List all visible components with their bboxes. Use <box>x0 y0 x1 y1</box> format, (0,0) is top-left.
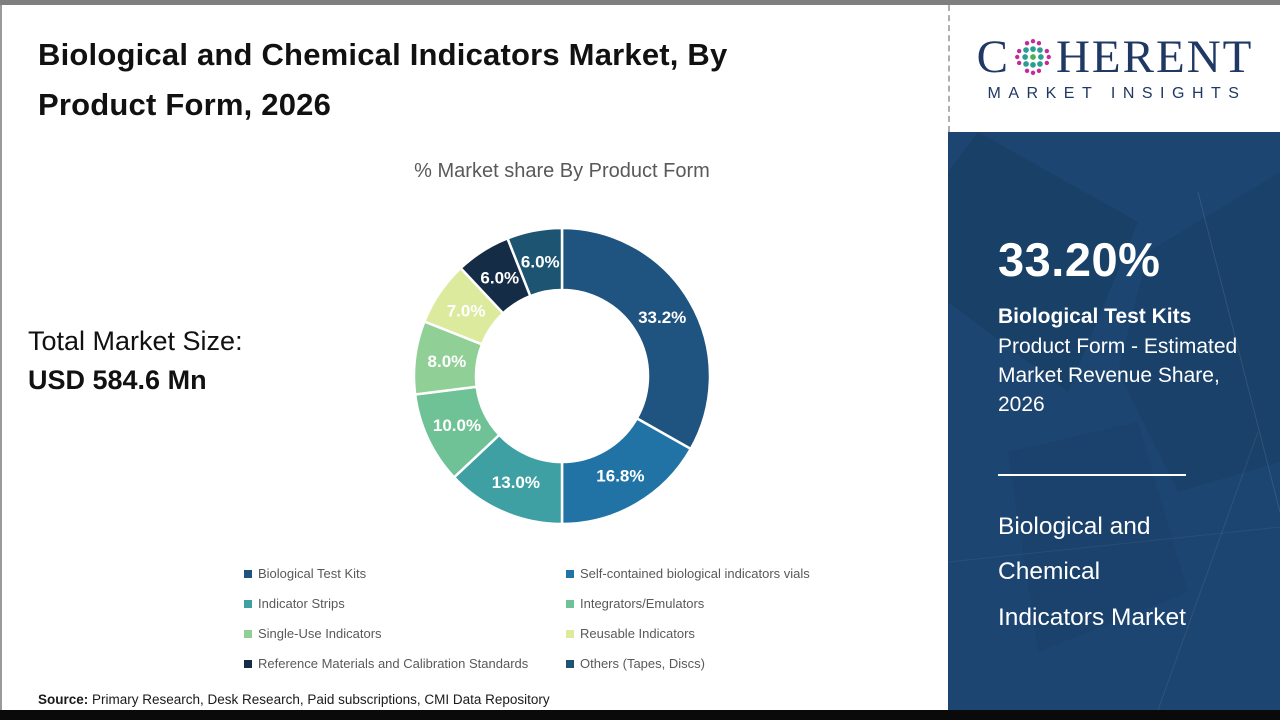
source-text: Primary Research, Desk Research, Paid su… <box>88 692 550 707</box>
total-market-size: Total Market Size: USD 584.6 Mn <box>28 326 243 396</box>
legend-label: Others (Tapes, Discs) <box>580 656 705 671</box>
legend-item: Integrators/Emulators <box>566 596 884 611</box>
highlight-segment-name: Biological Test Kits <box>998 305 1192 328</box>
legend-label: Indicator Strips <box>258 596 345 611</box>
legend-label: Biological Test Kits <box>258 566 367 581</box>
globe-dot <box>1023 60 1029 67</box>
segment-data-label: 8.0% <box>428 352 467 371</box>
donut-segment <box>560 226 712 451</box>
legend-swatch-icon <box>244 629 252 638</box>
logo-tagline: MARKET INSIGHTS <box>987 85 1247 102</box>
right-sidebar: 33.20% Biological Test Kits Product Form… <box>948 132 1280 710</box>
globe-dot <box>1030 38 1036 43</box>
globe-dot <box>1016 60 1022 65</box>
chart-legend: Biological Test Kits Self-contained biolo… <box>244 566 884 671</box>
globe-dot <box>1044 48 1050 53</box>
legend-label: Reusable Indicators <box>580 626 695 641</box>
chart-title: % Market share By Product Form <box>414 160 710 182</box>
globe-dot <box>1024 40 1030 45</box>
legend-label: Reference Materials and Calibration Stan… <box>258 656 529 671</box>
globe-dot <box>1024 68 1030 73</box>
legend-item: Single-Use Indicators <box>244 626 566 641</box>
globe-dot <box>1037 46 1043 53</box>
legend-label: Integrators/Emulators <box>580 596 705 611</box>
globe-dot <box>1023 46 1029 53</box>
segment-data-label: 7.0% <box>447 301 486 320</box>
legend-item: Biological Test Kits <box>244 566 566 581</box>
logo-wordmark: C HERENT <box>977 34 1254 81</box>
sidebar-market-name: Biological and Chemical Indicators Marke… <box>998 512 1186 632</box>
globe-dot <box>1037 60 1043 67</box>
legend-swatch-icon <box>566 659 574 668</box>
highlight-percentage: 33.20% <box>998 233 1161 286</box>
globe-dot <box>1036 40 1042 45</box>
segment-data-label: 6.0% <box>480 269 519 288</box>
legend-label: Single-Use Indicators <box>258 626 382 641</box>
segment-data-label: 16.8% <box>596 467 644 486</box>
globe-dot <box>1030 61 1036 68</box>
globe-dot <box>1015 54 1020 59</box>
legend-swatch-icon <box>244 599 252 608</box>
globe-dot <box>1036 68 1042 73</box>
legend-item: Indicator Strips <box>244 596 566 611</box>
donut-chart: 33.2% 16.8% 13.0% 10.0% 8.0% 7.0% 6.0% 6.0% <box>412 226 712 526</box>
globe-dot <box>1030 53 1036 60</box>
globe-dot <box>1044 60 1050 65</box>
sidebar-divider <box>998 473 1186 476</box>
coherent-globe-icon <box>1015 38 1051 75</box>
sidebar-map-texture <box>948 132 1280 710</box>
highlight-description: Product Form - Estimated Market Revenue … <box>998 335 1238 416</box>
legend-swatch-icon <box>244 659 252 668</box>
legend-label: Self-contained biological indicators via… <box>580 566 810 581</box>
legend-swatch-icon <box>566 629 574 638</box>
legend-swatch-icon <box>566 569 574 578</box>
logo-letter-c: C <box>976 31 1010 83</box>
segment-data-label: 10.0% <box>433 416 481 435</box>
donut-segment <box>506 226 564 298</box>
source-line: Source: Primary Research, Desk Research,… <box>38 692 550 707</box>
globe-dot <box>1016 48 1022 53</box>
globe-dot <box>1022 53 1028 60</box>
legend-item: Self-contained biological indicators via… <box>566 566 884 581</box>
legend-swatch-icon <box>566 599 574 608</box>
globe-dot <box>1046 54 1051 59</box>
bottom-border-bar <box>0 710 1280 720</box>
legend-swatch-icon <box>244 569 252 578</box>
donut-chart-svg: 33.2% 16.8% 13.0% 10.0% 8.0% 7.0% 6.0%6.0% <box>412 226 712 526</box>
legend-item: Reference Materials and Calibration Stan… <box>244 656 566 671</box>
page-title: Biological and Chemical Indicators Marke… <box>38 37 728 123</box>
source-label: Source: <box>38 692 89 707</box>
sidebar-content: 33.20% Biological Test Kits Product Form… <box>948 132 1280 641</box>
globe-dot <box>1030 45 1036 52</box>
top-border-strip <box>0 0 1280 5</box>
total-market-value: USD 584.6 Mn <box>28 365 207 395</box>
segment-data-label: 6.0% <box>521 253 560 272</box>
segment-data-label: 13.0% <box>492 473 540 492</box>
total-market-label: Total Market Size: <box>28 326 243 356</box>
logo-word-rest: HERENT <box>1055 31 1254 83</box>
segment-data-label: 33.2% <box>638 308 686 327</box>
globe-dot <box>1038 53 1044 60</box>
left-border-strip <box>0 5 2 710</box>
legend-item: Others (Tapes, Discs) <box>566 656 884 671</box>
legend-item: Reusable Indicators <box>566 626 884 641</box>
globe-dot <box>1030 70 1036 75</box>
coherent-logo: C HERENT MARKET INSIGHTS <box>948 5 1280 132</box>
